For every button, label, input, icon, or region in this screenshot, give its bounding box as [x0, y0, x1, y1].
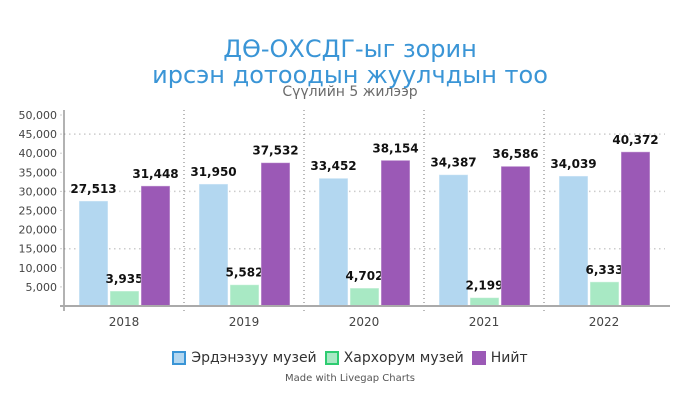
data-label: 40,372: [612, 133, 658, 147]
data-label: 38,154: [372, 141, 418, 155]
bar-total: [500, 165, 531, 307]
data-label: 33,452: [310, 159, 356, 173]
bar-total: [620, 151, 651, 307]
y-tick-label: 10,000: [19, 262, 58, 275]
y-tick-label: 15,000: [19, 243, 58, 256]
bar-chart-plot: 5,000 10,000 15,000 20,000 25,000 30,000 35,00…: [19, 109, 670, 329]
data-label: 31,950: [190, 165, 236, 179]
y-tick-label: 20,000: [19, 224, 58, 237]
data-label: 34,039: [550, 157, 596, 171]
data-label: 34,387: [430, 156, 476, 170]
data-label: 4,702: [346, 269, 384, 283]
chart-subtitle: Сүүлийн 5 жилээр: [282, 84, 418, 100]
x-tick-label: 2022: [589, 315, 620, 329]
bar-erdenezuu: [198, 183, 229, 307]
x-tick-label: 2019: [229, 315, 260, 329]
bar-kharkhorum: [349, 287, 380, 307]
data-label: 3,935: [106, 272, 144, 286]
bar-erdenezuu: [318, 177, 349, 307]
bar-erdenezuu: [558, 175, 589, 307]
bar-erdenezuu: [438, 174, 469, 307]
data-label: 37,532: [252, 144, 298, 158]
bar-kharkhorum: [229, 284, 260, 307]
data-label: 27,513: [70, 182, 116, 196]
data-label: 2,199: [466, 279, 504, 293]
legend-swatch-icon: [172, 351, 187, 365]
bar-total: [260, 162, 291, 307]
legend-item-erdenezuu[interactable]: Эрдэнэзуу музей: [172, 350, 317, 366]
chart-legend: Эрдэнэзуу музей Хархорум музей Нийт: [0, 350, 700, 366]
legend-item-total[interactable]: Нийт: [471, 350, 528, 366]
x-tick-label: 2021: [469, 315, 500, 329]
bar-total: [140, 185, 171, 307]
legend-swatch-icon: [324, 351, 339, 365]
legend-item-kharkhorum[interactable]: Хархорум музей: [324, 350, 464, 366]
chart-title-line-2: ирсэн дотоодын жуулчдын тоо: [152, 61, 548, 89]
data-label: 36,586: [492, 147, 538, 161]
y-tick-label: 40,000: [19, 147, 58, 160]
bar-erdenezuu: [78, 200, 109, 307]
y-tick-label: 45,000: [19, 128, 58, 141]
data-label: 5,582: [226, 266, 264, 280]
legend-label: Эрдэнэзуу музей: [191, 350, 317, 366]
data-label: 6,333: [586, 263, 624, 277]
bar-kharkhorum: [109, 290, 140, 307]
x-tick-label: 2020: [349, 315, 380, 329]
y-tick-label: 35,000: [19, 166, 58, 179]
bar-kharkhorum: [589, 281, 620, 307]
legend-swatch-icon: [471, 351, 486, 365]
y-tick-label: 25,000: [19, 205, 58, 218]
legend-label: Хархорум музей: [343, 350, 464, 366]
bar-kharkhorum: [469, 297, 500, 307]
y-tick-label: 30,000: [19, 185, 58, 198]
livegap-credit: Made with Livegap Charts: [285, 373, 415, 384]
y-tick-label: 5,000: [26, 281, 58, 294]
y-tick-label: 50,000: [19, 109, 58, 122]
bar-total: [380, 159, 411, 307]
data-label: 31,448: [132, 167, 178, 181]
legend-label: Нийт: [490, 350, 528, 366]
chart-title-line-1: ДӨ-ОХСДГ-ыг зорин: [223, 35, 477, 63]
x-tick-label: 2018: [109, 315, 140, 329]
